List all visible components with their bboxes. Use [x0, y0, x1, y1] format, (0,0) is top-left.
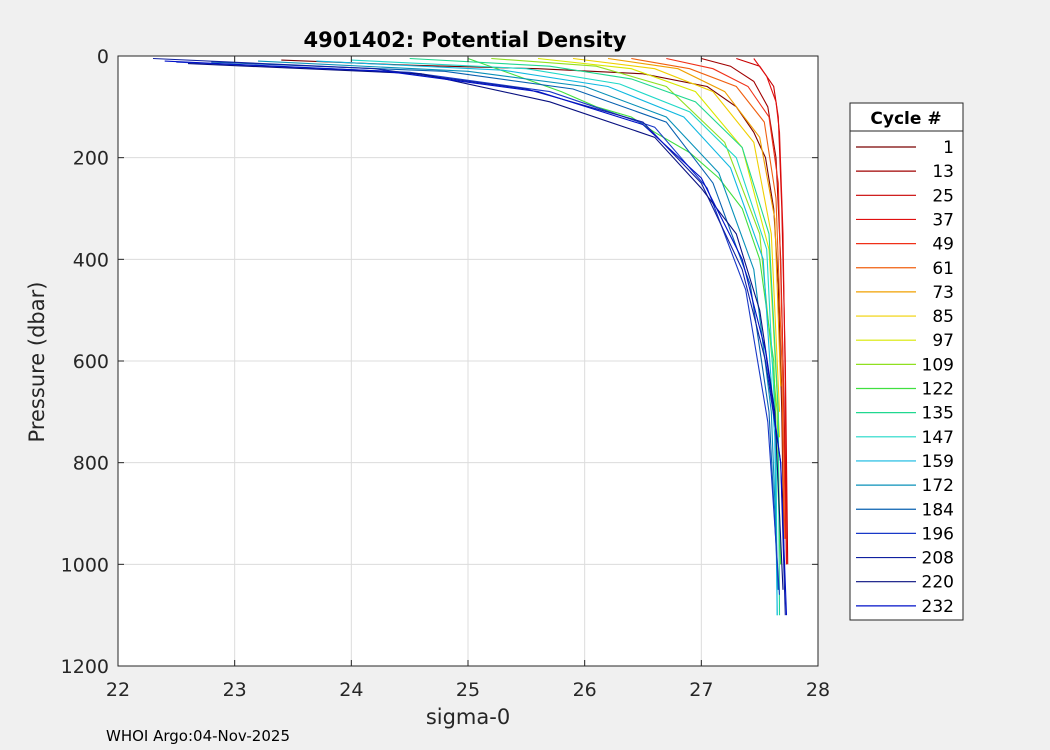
y-tick-label: 800: [73, 453, 109, 475]
chart-title: 4901402: Potential Density: [303, 28, 626, 52]
legend-label-97: 97: [932, 331, 954, 351]
legend-label-208: 208: [922, 549, 954, 569]
legend-label-220: 220: [922, 573, 954, 593]
legend-label-13: 13: [932, 162, 954, 182]
grid: [118, 56, 818, 666]
series-line-cycle-184: [211, 61, 779, 590]
x-tick-label: 28: [806, 679, 830, 701]
x-tick-label: 27: [689, 679, 713, 701]
x-tick-label: 24: [339, 679, 363, 701]
legend-label-159: 159: [922, 452, 954, 472]
legend-label-1: 1: [943, 138, 954, 158]
footer-text: WHOI Argo:04-Nov-2025: [106, 727, 290, 745]
legend-label-49: 49: [932, 235, 954, 255]
series-line-cycle-37: [753, 58, 788, 565]
legend: Cycle # 1 13 25 37 49 61 73 85 97 109 122 135 147 159…: [849, 102, 964, 621]
y-tick-label: 1200: [61, 656, 109, 678]
legend-label-25: 25: [932, 186, 954, 206]
legend-title: Cycle #: [870, 109, 941, 129]
y-tick-label: 1000: [61, 554, 109, 576]
x-tick-label: 22: [106, 679, 130, 701]
legend-label-109: 109: [922, 355, 954, 375]
legend-label-73: 73: [932, 283, 954, 303]
series-line-cycle-232: [164, 60, 788, 616]
x-axis-label: sigma-0: [426, 705, 510, 729]
series-group: [152, 57, 789, 616]
legend-label-172: 172: [922, 476, 954, 496]
series-line-cycle-85: [572, 57, 781, 412]
legend-label-37: 37: [932, 210, 954, 230]
legend-label-184: 184: [922, 500, 954, 520]
series-line-cycle-109: [491, 57, 782, 565]
y-tick-label: 0: [97, 46, 109, 68]
legend-label-232: 232: [922, 597, 954, 617]
x-tick-label: 23: [223, 679, 247, 701]
legend-label-196: 196: [922, 524, 954, 544]
series-line-cycle-135: [409, 57, 781, 616]
y-axis-label: Pressure (dbar): [25, 282, 49, 443]
legend-label-61: 61: [932, 259, 954, 279]
series-line-cycle-97: [537, 57, 781, 438]
series-line-cycle-220: [187, 63, 784, 590]
legend-label-85: 85: [932, 307, 954, 327]
x-tick-label: 25: [456, 679, 480, 701]
y-tick-label: 400: [73, 249, 109, 271]
axis-ticks: 22 23 24 25 26 27 28 0 200 400 600 800 1000 1200: [61, 46, 830, 701]
legend-label-122: 122: [922, 380, 954, 400]
series-line-cycle-73: [607, 57, 782, 387]
series-line-cycle-172: [257, 60, 779, 590]
series-line-cycle-196: [176, 61, 781, 595]
legend-label-147: 147: [922, 428, 954, 448]
y-tick-label: 600: [73, 351, 109, 373]
x-tick-label: 26: [573, 679, 597, 701]
series-line-cycle-61: [631, 57, 785, 539]
legend-entries: 1 13 25 37 49 61 73 85 97 109 122 135 147 159 172 184 19…: [856, 138, 954, 617]
y-tick-label: 200: [73, 148, 109, 170]
legend-label-135: 135: [922, 404, 954, 424]
series-line-cycle-49: [666, 57, 786, 539]
